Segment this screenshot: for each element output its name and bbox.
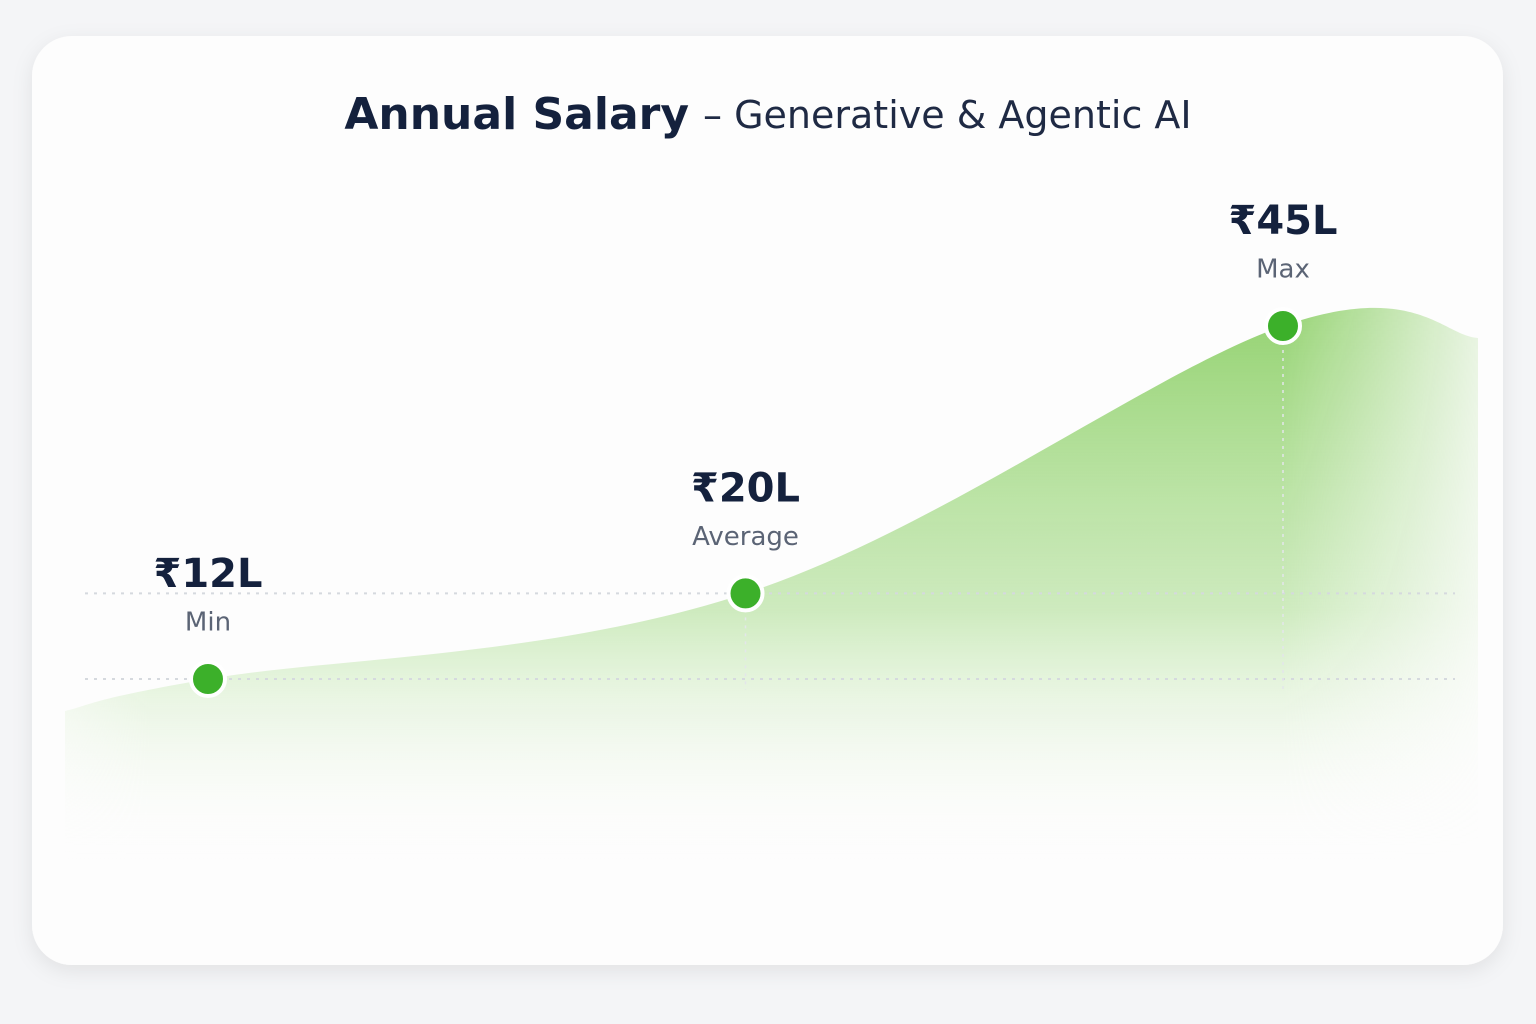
data-point [189,660,227,698]
category-label: Average [692,522,799,552]
value-label: ₹20L [691,465,800,511]
category-label: Min [185,608,231,638]
plot: ₹12L Min ₹20L Average ₹45L Max [65,198,1478,861]
data-point [1264,307,1302,345]
data-point [726,574,765,613]
chart-heading: Annual Salary – Generative & Agentic AI [344,89,1191,140]
area-fill [65,307,1478,861]
value-label: ₹45L [1229,198,1338,244]
chart-subtitle: – Generative & Agentic AI [703,93,1192,137]
chart-title: Annual Salary [344,89,689,140]
area-group [65,307,1478,861]
value-label: ₹12L [154,551,263,597]
category-label: Max [1256,255,1310,285]
